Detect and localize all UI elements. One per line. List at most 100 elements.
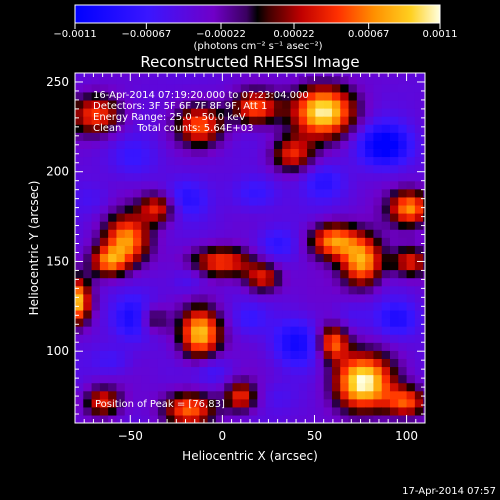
heatmap-cell bbox=[215, 358, 225, 368]
heatmap-cell bbox=[315, 164, 325, 174]
heatmap-cell bbox=[116, 318, 126, 327]
heatmap-cell bbox=[116, 366, 126, 376]
heatmap-cell bbox=[381, 406, 391, 416]
heatmap-cell bbox=[141, 108, 151, 117]
heatmap-cell bbox=[124, 148, 134, 158]
heatmap-cell bbox=[99, 358, 109, 368]
heatmap-cell bbox=[207, 293, 217, 303]
heatmap-cell bbox=[133, 172, 142, 182]
heatmap-cell bbox=[390, 245, 399, 254]
heatmap-cell bbox=[182, 398, 192, 408]
heatmap-cell bbox=[133, 196, 142, 206]
heatmap-cell bbox=[157, 116, 167, 125]
heatmap-cell bbox=[423, 245, 425, 254]
heatmap-cell bbox=[348, 358, 358, 368]
heatmap-cell bbox=[182, 148, 192, 158]
heatmap-cell bbox=[215, 188, 225, 198]
heatmap-cell bbox=[75, 350, 84, 359]
heatmap-cell bbox=[348, 398, 358, 408]
heatmap-cell bbox=[182, 83, 192, 93]
heatmap-cell bbox=[315, 326, 325, 335]
heatmap-cell bbox=[290, 99, 300, 109]
heatmap-cell bbox=[315, 180, 325, 190]
heatmap-cell bbox=[340, 213, 350, 222]
heatmap-cell bbox=[157, 406, 167, 416]
heatmap-cell bbox=[215, 148, 225, 158]
heatmap-cell bbox=[99, 237, 109, 246]
heatmap-cell bbox=[166, 318, 176, 327]
heatmap-cell bbox=[91, 245, 101, 254]
heatmap-cell bbox=[182, 156, 192, 166]
heatmap-cell bbox=[398, 285, 408, 295]
heatmap-cell bbox=[307, 309, 316, 319]
heatmap-cell bbox=[348, 406, 358, 416]
heatmap-cell bbox=[141, 99, 151, 109]
y-tick-label: 200 bbox=[46, 165, 69, 179]
heatmap-cell bbox=[166, 75, 176, 85]
heatmap-cell bbox=[157, 414, 167, 423]
heatmap-cell bbox=[373, 334, 383, 343]
heatmap-cell bbox=[240, 99, 250, 109]
heatmap-cell bbox=[323, 99, 333, 109]
heatmap-cell bbox=[108, 196, 118, 206]
heatmap-cell bbox=[365, 334, 375, 343]
heatmap-cell bbox=[273, 350, 283, 359]
heatmap-cell bbox=[83, 75, 93, 85]
heatmap-cell bbox=[414, 342, 424, 351]
heatmap-cell bbox=[249, 116, 258, 125]
heatmap-cell bbox=[240, 374, 250, 384]
heatmap-cell bbox=[323, 73, 333, 77]
heatmap-cell bbox=[323, 285, 333, 295]
heatmap-cell bbox=[91, 91, 101, 101]
heatmap-cell bbox=[315, 253, 325, 263]
heatmap-cell bbox=[149, 293, 159, 303]
heatmap-cell bbox=[423, 75, 425, 85]
heatmap-cell bbox=[166, 91, 176, 101]
heatmap-cell bbox=[224, 83, 234, 93]
heatmap-cell bbox=[390, 350, 399, 359]
heatmap-cell bbox=[191, 301, 200, 311]
heatmap-cell bbox=[124, 382, 134, 392]
heatmap-cell bbox=[191, 83, 200, 93]
heatmap-cell bbox=[390, 285, 399, 295]
heatmap-cell bbox=[149, 164, 159, 174]
heatmap-cell bbox=[199, 350, 209, 359]
heatmap-cell bbox=[207, 261, 217, 271]
heatmap-cell bbox=[116, 334, 126, 343]
heatmap-cell bbox=[257, 293, 267, 303]
heatmap-cell bbox=[240, 164, 250, 174]
heatmap-cell bbox=[282, 406, 292, 416]
heatmap-cell bbox=[307, 269, 316, 279]
heatmap-cell bbox=[373, 366, 383, 376]
heatmap-cell bbox=[315, 366, 325, 376]
heatmap-cell bbox=[199, 148, 209, 158]
heatmap-cell bbox=[290, 196, 300, 206]
heatmap-cell bbox=[307, 204, 316, 214]
heatmap-cell bbox=[381, 285, 391, 295]
heatmap-cell bbox=[249, 180, 258, 190]
heatmap-cell bbox=[406, 156, 416, 166]
heatmap-cell bbox=[182, 108, 192, 117]
heatmap-cell bbox=[149, 75, 159, 85]
heatmap-cell bbox=[232, 350, 242, 359]
heatmap-cell bbox=[232, 116, 242, 125]
heatmap-cell bbox=[108, 124, 118, 133]
heatmap-cell bbox=[265, 196, 275, 206]
heatmap-cell bbox=[381, 237, 391, 246]
heatmap-cell bbox=[298, 164, 308, 174]
heatmap-cell bbox=[340, 172, 350, 182]
heatmap-cell bbox=[307, 132, 316, 141]
y-tick-label: 250 bbox=[46, 75, 69, 89]
heatmap-cell bbox=[124, 73, 134, 77]
heatmap-cell bbox=[331, 366, 341, 376]
heatmap-cell bbox=[199, 99, 209, 109]
heatmap-cell bbox=[365, 245, 375, 254]
heatmap-cell bbox=[224, 277, 234, 287]
heatmap-cell bbox=[174, 148, 184, 158]
heatmap-cell bbox=[365, 309, 375, 319]
heatmap-cell bbox=[174, 83, 184, 93]
heatmap-cell bbox=[331, 374, 341, 384]
heatmap-cell bbox=[124, 309, 134, 319]
heatmap-cell bbox=[282, 180, 292, 190]
heatmap-cell bbox=[406, 301, 416, 311]
